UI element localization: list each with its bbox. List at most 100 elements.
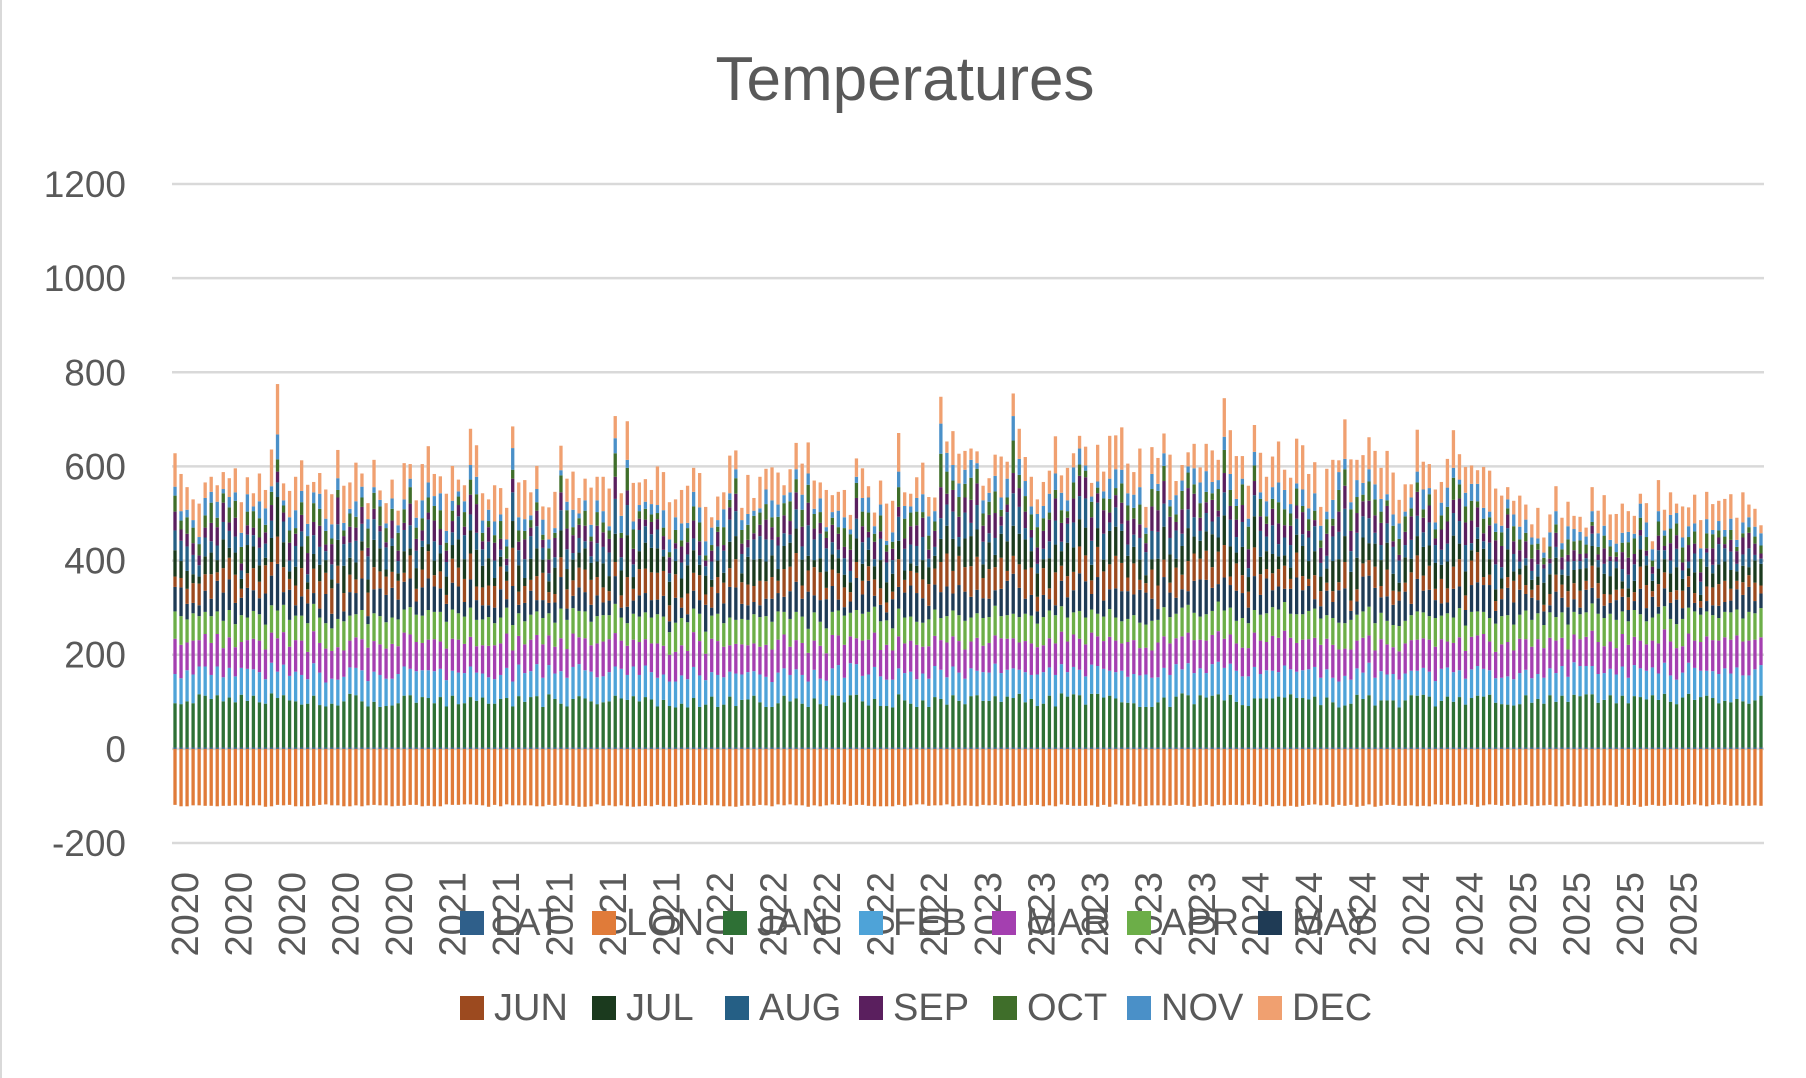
bar-segment-sep (939, 487, 943, 519)
bar-segment-aug (1596, 560, 1600, 568)
bar-segment-jun (221, 568, 225, 593)
bar-segment-feb (444, 680, 449, 707)
bar-segment-apr (1614, 619, 1618, 649)
bar-segment-lat (1294, 747, 1299, 749)
bar-segment-lat (1168, 747, 1172, 749)
bar-segment-jun (921, 579, 925, 599)
bar-segment-nov (505, 539, 509, 547)
bar-segment-jan (722, 704, 726, 748)
bar-segment-may (903, 592, 907, 618)
bar-segment-aug (1246, 568, 1251, 578)
bar-segment-dec (179, 473, 183, 512)
bar-segment-jun (878, 588, 883, 605)
bar-segment-oct (921, 512, 925, 518)
bar-segment-lon (1065, 748, 1070, 805)
bar-segment-lon (1518, 748, 1522, 806)
bar-segment-apr (275, 610, 280, 639)
bar-segment-sep (1349, 530, 1353, 552)
bar-segment-may (529, 590, 533, 615)
bar-segment-may (378, 588, 382, 617)
bar-segment-lat (1216, 747, 1220, 749)
bar-segment-lat (1421, 747, 1425, 749)
bar-segment-sep (999, 516, 1003, 526)
bar-segment-jan (685, 707, 690, 748)
bar-segment-aug (1144, 552, 1148, 576)
bar-segment-jun (969, 566, 973, 597)
bar-segment-mar (1083, 644, 1088, 677)
bar-segment-jul (1083, 527, 1088, 556)
bar-segment-jul (360, 541, 364, 551)
bar-segment-feb (999, 673, 1003, 702)
bar-segment-jun (933, 568, 937, 585)
bar-segment-lat (673, 747, 678, 749)
bar-segment-nov (1325, 511, 1329, 520)
bar-segment-dec (1457, 454, 1462, 480)
x-tick-label: 2025 (1610, 872, 1652, 957)
bar-segment-jun (396, 580, 400, 600)
bar-segment-lon (1325, 748, 1329, 805)
bar-segment-jul (812, 560, 816, 568)
bar-segment-dec (1578, 516, 1582, 532)
bar-segment-feb (1500, 677, 1504, 705)
bar-segment-apr (1150, 620, 1154, 651)
bar-segment-jul (173, 550, 177, 577)
bar-segment-lat (1391, 747, 1395, 749)
bar-segment-lat (1512, 747, 1516, 749)
bar-segment-feb (1542, 677, 1546, 704)
bar-segment-aug (1126, 544, 1130, 556)
bar-segment-oct (577, 518, 581, 525)
bar-segment-feb (1222, 667, 1226, 701)
bar-segment-nov (957, 483, 961, 498)
bar-segment-lon (1307, 748, 1311, 805)
bar-segment-nov (1264, 501, 1269, 517)
bar-segment-jul (1307, 561, 1311, 579)
bar-segment-aug (1662, 550, 1667, 560)
bar-segment-may (710, 607, 714, 616)
bar-segment-apr (1445, 613, 1450, 642)
bar-segment-dec (649, 489, 654, 505)
bar-segment-sep (921, 517, 925, 538)
bar-segment-nov (1457, 479, 1462, 485)
bar-segment-lat (969, 747, 973, 749)
bar-segment-mar (306, 651, 310, 680)
bar-segment-may (1192, 580, 1196, 613)
bar-segment-jan (1680, 697, 1685, 748)
bar-segment-may (1512, 602, 1516, 625)
bar-segment-apr (179, 616, 183, 645)
bar-segment-jul (842, 574, 847, 588)
bar-segment-lon (275, 748, 280, 805)
bar-segment-aug (607, 552, 611, 577)
bar-segment-lon (1228, 748, 1232, 805)
bar-segment-aug (643, 526, 648, 543)
bar-segment-mar (806, 652, 810, 682)
bar-segment-lat (360, 747, 364, 749)
bar-segment-lon (1409, 748, 1413, 806)
bar-segment-jan (1144, 706, 1148, 748)
bar-segment-may (523, 602, 527, 622)
bar-segment-may (1379, 597, 1383, 613)
bar-segment-sep (1355, 513, 1359, 533)
bar-segment-lon (541, 748, 545, 807)
bar-segment-mar (565, 649, 569, 678)
bar-segment-nov (595, 500, 599, 513)
bar-segment-dec (281, 483, 286, 501)
bar-segment-lon (1445, 748, 1450, 805)
bar-segment-sep (722, 545, 726, 551)
bar-segment-jan (1053, 706, 1058, 748)
bar-segment-nov (1240, 478, 1245, 485)
bar-segment-apr (287, 619, 292, 647)
bar-segment-jun (336, 565, 340, 584)
bar-segment-jun (1077, 546, 1082, 574)
bar-segment-mar (1530, 646, 1534, 679)
bar-segment-jul (583, 548, 587, 570)
bar-segment-feb (728, 671, 732, 697)
bar-segment-lat (1222, 747, 1226, 749)
bar-segment-sep (1735, 551, 1739, 564)
bar-segment-jun (1041, 568, 1046, 595)
bar-segment-lon (1632, 748, 1637, 805)
bar-segment-apr (1198, 616, 1202, 640)
bar-segment-jun (782, 569, 786, 597)
bar-segment-nov (631, 521, 635, 530)
bar-segment-lat (1156, 747, 1160, 749)
bar-segment-nov (1114, 469, 1118, 489)
